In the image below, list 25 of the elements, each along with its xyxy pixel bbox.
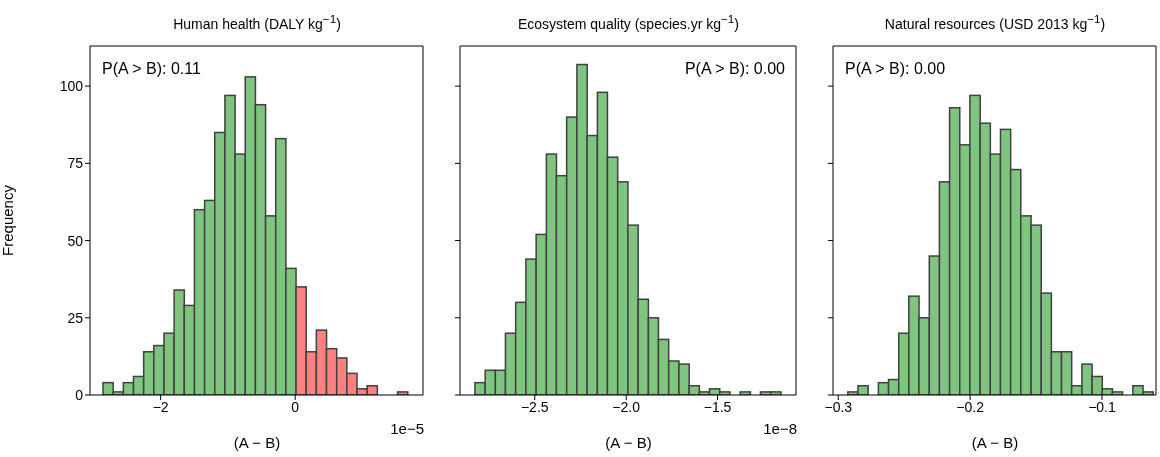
annotation: P(A > B): 0.00 xyxy=(845,60,946,78)
x-tick-label: −2 xyxy=(152,398,169,415)
annotation: P(A > B): 0.00 xyxy=(684,60,785,78)
x-axis-title: (A − B) xyxy=(233,434,281,451)
x-axis-title: (A − B) xyxy=(605,434,652,451)
x-axis-title: (A − B) xyxy=(970,434,1020,451)
x-tick-label: −0.1 xyxy=(1088,398,1116,415)
chart-title: Human health (DALY kg$^{−1}$) xyxy=(172,12,342,32)
y-tick-label: 75 xyxy=(67,155,84,172)
x-tick-label: −1.5 xyxy=(703,398,732,415)
x-tick-label: −2.5 xyxy=(520,398,549,415)
y-axis-title: Frequency xyxy=(0,184,17,256)
y-tick-label: 0 xyxy=(75,386,84,403)
text: 1e−5 xyxy=(390,420,424,437)
y-tick-label: 100 xyxy=(59,78,84,95)
chart-title: Ecosystem quality (species.yr kg$^{−1}$) xyxy=(516,12,740,32)
chart-title: Natural resources (USD 2013 kg$^{−1}$) xyxy=(883,12,1107,32)
x-tick-label: −2.0 xyxy=(612,398,641,415)
annotation: P(A > B): 0.11 xyxy=(102,60,201,78)
x-tick-label: −0.3 xyxy=(824,398,853,415)
x-tick-label: −0.2 xyxy=(956,398,985,415)
y-tick-label: 25 xyxy=(67,309,84,326)
text: 1e−8 xyxy=(763,420,797,437)
x-tick-label: 0 xyxy=(291,398,300,415)
y-tick-label: 50 xyxy=(67,232,84,249)
